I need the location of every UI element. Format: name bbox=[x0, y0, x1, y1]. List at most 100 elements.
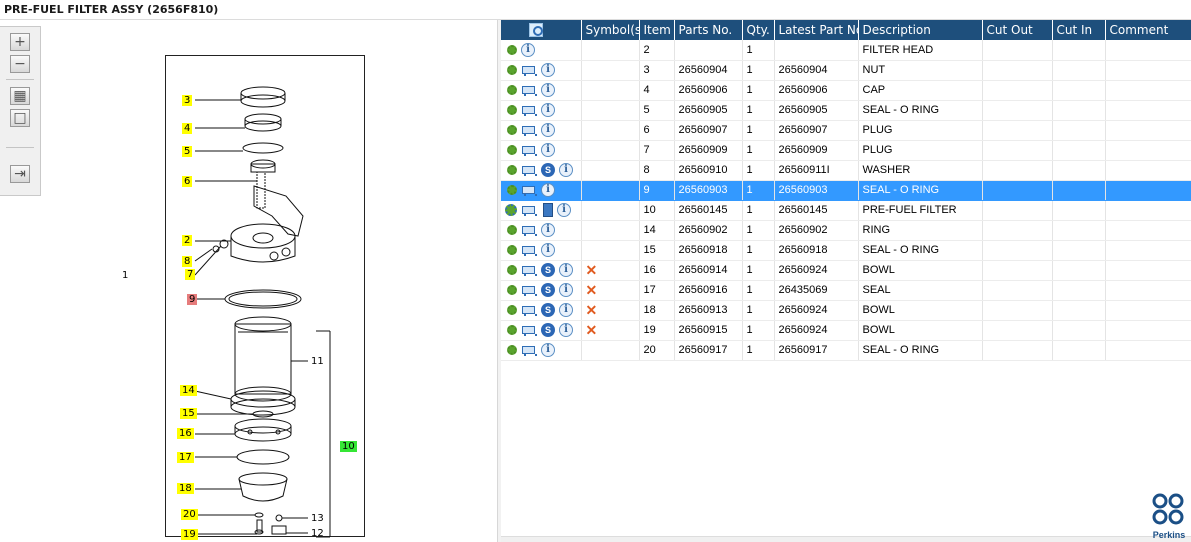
column-header-cut-in[interactable]: Cut In bbox=[1052, 20, 1106, 40]
info-icon[interactable]: i bbox=[541, 223, 555, 237]
cart-icon[interactable] bbox=[521, 223, 537, 237]
column-header-item[interactable]: Item bbox=[639, 20, 675, 40]
table-row[interactable]: i 7 26560909 1 26560909 PLUG bbox=[501, 140, 1191, 161]
gear-icon[interactable] bbox=[507, 165, 517, 175]
zoom-out-button[interactable]: − bbox=[10, 55, 30, 73]
column-header-parts-no[interactable]: Parts No. bbox=[674, 20, 743, 40]
cart-icon[interactable] bbox=[521, 203, 537, 217]
cart-icon[interactable] bbox=[521, 263, 537, 277]
book-icon[interactable] bbox=[543, 203, 553, 217]
info-icon[interactable]: i bbox=[559, 283, 573, 297]
column-header-symbols[interactable]: Symbol(s) bbox=[581, 20, 640, 40]
cart-icon[interactable] bbox=[521, 103, 537, 117]
supersession-icon[interactable]: S bbox=[541, 323, 555, 337]
gear-icon[interactable] bbox=[507, 105, 517, 115]
column-header-actions[interactable] bbox=[501, 20, 582, 40]
table-row[interactable]: i 5 26560905 1 26560905 SEAL - O RING bbox=[501, 100, 1191, 121]
pane-splitter[interactable] bbox=[497, 20, 501, 542]
info-icon[interactable]: i bbox=[541, 243, 555, 257]
table-row[interactable]: i 20 26560917 1 26560917 SEAL - O RING bbox=[501, 340, 1191, 361]
callout-4[interactable]: 4 bbox=[182, 123, 193, 134]
info-icon[interactable]: i bbox=[541, 183, 555, 197]
callout-8[interactable]: 8 bbox=[182, 256, 193, 267]
callout-1[interactable]: 1 bbox=[122, 270, 129, 281]
gear-icon[interactable] bbox=[507, 44, 517, 55]
cart-icon[interactable] bbox=[521, 163, 537, 177]
gear-icon[interactable] bbox=[507, 345, 517, 355]
cart-icon[interactable] bbox=[521, 123, 537, 137]
info-icon[interactable]: i bbox=[557, 203, 571, 217]
callout-5[interactable]: 5 bbox=[182, 146, 193, 157]
info-icon[interactable]: i bbox=[559, 263, 573, 277]
callout-2[interactable]: 2 bbox=[182, 235, 193, 246]
info-icon[interactable]: i bbox=[521, 42, 535, 57]
sync-list-button[interactable]: ⇥ bbox=[10, 165, 30, 183]
supersession-icon[interactable]: S bbox=[541, 163, 555, 177]
gear-icon[interactable] bbox=[507, 185, 517, 195]
table-row[interactable]: i 2 1 FILTER HEAD bbox=[501, 40, 1191, 61]
callout-12[interactable]: 12 bbox=[311, 528, 324, 539]
column-header-cut-out[interactable]: Cut Out bbox=[982, 20, 1053, 40]
callout-14[interactable]: 14 bbox=[180, 385, 197, 396]
exploded-view-diagram[interactable]: 3 4 5 6 2 8 7 9 14 15 16 17 18 20 19 11 … bbox=[165, 55, 365, 540]
column-header-description[interactable]: Description bbox=[858, 20, 983, 40]
configure-icon[interactable] bbox=[505, 204, 517, 216]
info-icon[interactable]: i bbox=[541, 63, 555, 77]
column-header-qty[interactable]: Qty. bbox=[742, 20, 775, 40]
table-row[interactable]: i 3 26560904 1 26560904 NUT bbox=[501, 60, 1191, 81]
fit-all-button[interactable]: ▦ bbox=[10, 87, 30, 105]
supersession-icon[interactable]: S bbox=[541, 283, 555, 297]
cart-icon[interactable] bbox=[521, 183, 537, 197]
cart-icon[interactable] bbox=[521, 343, 537, 357]
zoom-in-button[interactable]: + bbox=[10, 33, 30, 51]
cart-icon[interactable] bbox=[521, 243, 537, 257]
info-icon[interactable]: i bbox=[559, 163, 573, 177]
callout-15[interactable]: 15 bbox=[180, 408, 197, 419]
cart-icon[interactable] bbox=[521, 63, 537, 77]
table-row[interactable]: i 10 26560145 1 26560145 PRE-FUEL FILTER bbox=[501, 200, 1191, 221]
info-icon[interactable]: i bbox=[541, 123, 555, 137]
callout-16[interactable]: 16 bbox=[177, 428, 194, 439]
cart-icon[interactable] bbox=[521, 303, 537, 317]
info-icon[interactable]: i bbox=[559, 303, 573, 317]
callout-10[interactable]: 10 bbox=[340, 441, 357, 452]
info-icon[interactable]: i bbox=[541, 143, 555, 157]
info-icon[interactable]: i bbox=[559, 323, 573, 337]
callout-18[interactable]: 18 bbox=[177, 483, 194, 494]
search-icon[interactable] bbox=[529, 23, 543, 38]
info-icon[interactable]: i bbox=[541, 103, 555, 117]
gear-icon[interactable] bbox=[507, 225, 517, 235]
callout-17[interactable]: 17 bbox=[177, 452, 194, 463]
cart-icon[interactable] bbox=[521, 283, 537, 297]
info-icon[interactable]: i bbox=[541, 343, 555, 357]
gear-icon[interactable] bbox=[507, 65, 517, 75]
callout-7[interactable]: 7 bbox=[185, 269, 196, 280]
callout-3[interactable]: 3 bbox=[182, 95, 193, 106]
table-row[interactable]: i 14 26560902 1 26560902 RING bbox=[501, 220, 1191, 241]
table-row[interactable]: i 15 26560918 1 26560918 SEAL - O RING bbox=[501, 240, 1191, 261]
gear-icon[interactable] bbox=[507, 265, 517, 275]
gear-icon[interactable] bbox=[507, 85, 517, 95]
gear-icon[interactable] bbox=[507, 125, 517, 135]
table-row[interactable]: i 9 26560903 1 26560903 SEAL - O RING bbox=[501, 180, 1191, 201]
supersession-icon[interactable]: S bbox=[541, 263, 555, 277]
callout-9[interactable]: 9 bbox=[187, 294, 198, 305]
gear-icon[interactable] bbox=[507, 145, 517, 155]
cart-icon[interactable] bbox=[521, 143, 537, 157]
table-row[interactable]: i 6 26560907 1 26560907 PLUG bbox=[501, 120, 1191, 141]
gear-icon[interactable] bbox=[507, 325, 517, 335]
fit-window-button[interactable]: □ bbox=[10, 109, 30, 127]
cart-icon[interactable] bbox=[521, 323, 537, 337]
info-icon[interactable]: i bbox=[541, 83, 555, 97]
callout-11[interactable]: 11 bbox=[311, 356, 324, 367]
horizontal-scrollbar[interactable] bbox=[501, 536, 1191, 542]
column-header-latest-part-no[interactable]: Latest Part No. bbox=[774, 20, 859, 40]
callout-20[interactable]: 20 bbox=[181, 509, 198, 520]
gear-icon[interactable] bbox=[507, 305, 517, 315]
cart-icon[interactable] bbox=[521, 83, 537, 97]
